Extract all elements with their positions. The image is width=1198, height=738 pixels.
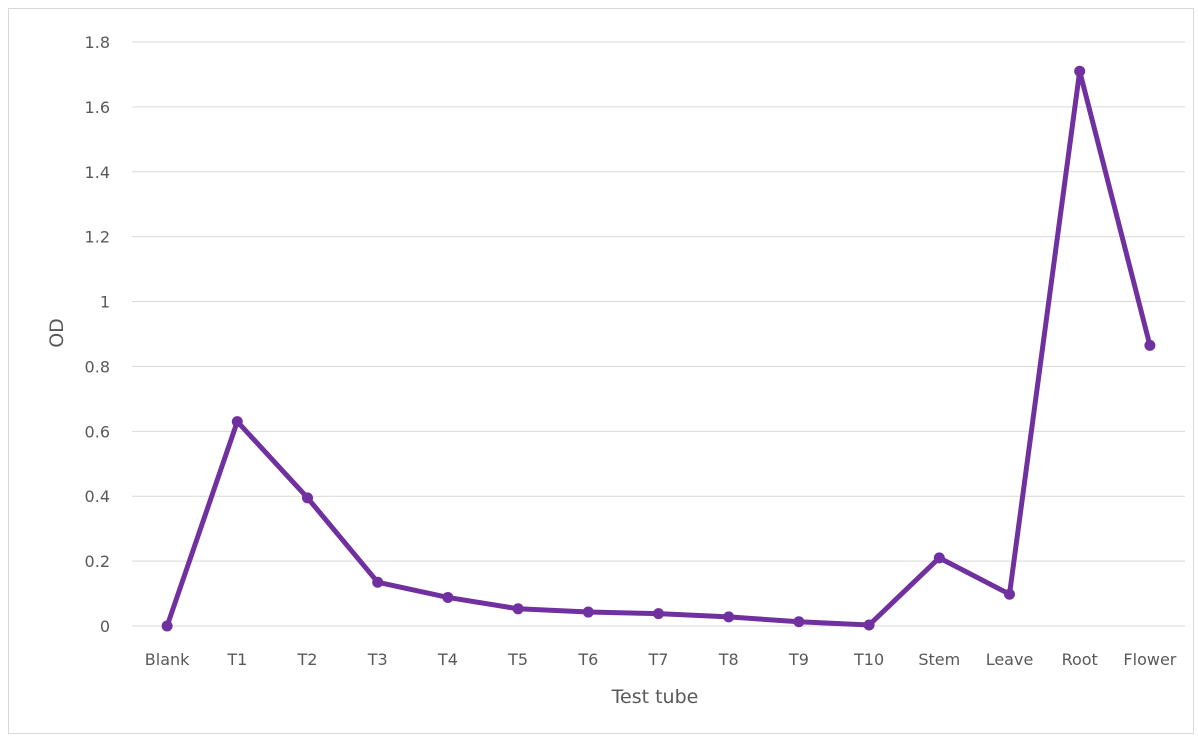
x-tick-label: Stem bbox=[918, 650, 960, 669]
data-point-flower bbox=[1144, 339, 1156, 351]
x-tick-label: T10 bbox=[853, 650, 884, 669]
y-tick-label: 1.6 bbox=[85, 98, 110, 117]
y-tick-label: 1 bbox=[100, 293, 110, 312]
y-tick-label: 1.2 bbox=[85, 228, 110, 247]
y-axis-title: OD bbox=[46, 318, 68, 348]
x-tick-label: T8 bbox=[718, 650, 739, 669]
x-tick-label: Leave bbox=[986, 650, 1034, 669]
data-point-t6 bbox=[582, 606, 594, 618]
x-axis-ticks: Blank T1 T2 T3 T4 T5 T6 T7 T8 T9 T10 Stem Leave Root F… bbox=[145, 650, 1177, 669]
x-tick-label: T1 bbox=[226, 650, 247, 669]
x-tick-label: Root bbox=[1062, 650, 1098, 669]
y-tick-label: 0.8 bbox=[85, 357, 110, 376]
data-point-leave bbox=[1004, 588, 1015, 600]
x-tick-label: T4 bbox=[437, 650, 458, 669]
x-tick-label: T2 bbox=[297, 650, 318, 669]
data-point-t7 bbox=[653, 608, 664, 620]
data-point-t9 bbox=[793, 616, 805, 628]
x-tick-label: T3 bbox=[367, 650, 388, 669]
x-tick-label: T7 bbox=[648, 650, 669, 669]
x-axis-title: Test tube bbox=[611, 686, 699, 708]
x-tick-label: T6 bbox=[577, 650, 598, 669]
data-point-t3 bbox=[372, 576, 384, 588]
data-point-t8 bbox=[723, 611, 735, 623]
x-tick-label: Flower bbox=[1123, 650, 1176, 669]
series-layer bbox=[161, 65, 1156, 632]
x-tick-label: T5 bbox=[507, 650, 528, 669]
gridlines bbox=[132, 41, 1185, 627]
y-tick-label: 1.8 bbox=[85, 33, 110, 52]
y-axis-ticks: 0 0.2 0.4 0.6 0.8 1 1.2 1.4 1.6 1.8 bbox=[85, 33, 110, 636]
y-tick-label: 1.4 bbox=[85, 163, 110, 182]
series-line bbox=[164, 68, 1153, 629]
data-point-t5 bbox=[512, 603, 524, 615]
data-point-t10 bbox=[863, 619, 875, 631]
data-point-t2 bbox=[302, 492, 313, 504]
x-tick-label: Blank bbox=[145, 650, 190, 669]
data-point-blank bbox=[161, 620, 173, 632]
x-tick-label: T9 bbox=[788, 650, 809, 669]
y-tick-label: 0.6 bbox=[85, 422, 110, 441]
data-point-root bbox=[1074, 65, 1086, 77]
y-tick-label: 0.2 bbox=[85, 552, 110, 571]
data-point-t4 bbox=[442, 591, 454, 603]
data-point-t1 bbox=[231, 416, 243, 428]
data-point-stem bbox=[933, 552, 945, 564]
y-tick-label: 0.4 bbox=[85, 487, 110, 506]
y-tick-label: 0 bbox=[100, 617, 110, 636]
